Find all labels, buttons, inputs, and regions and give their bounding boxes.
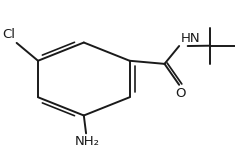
Text: NH₂: NH₂ — [75, 135, 100, 148]
Text: Cl: Cl — [3, 28, 16, 41]
Text: HN: HN — [180, 32, 200, 45]
Text: O: O — [175, 87, 185, 100]
